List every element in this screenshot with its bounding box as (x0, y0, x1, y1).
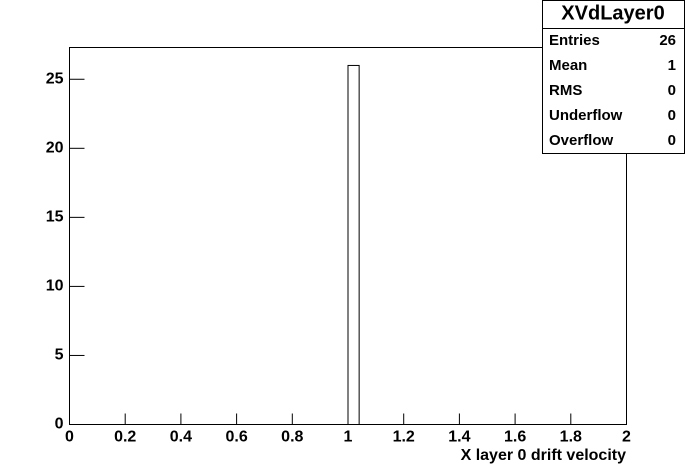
x-tick-label: 0 (65, 429, 74, 446)
bar (347, 64, 360, 425)
y-tick-label: 15 (46, 209, 64, 226)
stats-value: 1 (668, 57, 676, 74)
y-tick-label: 20 (46, 140, 64, 157)
x-tick-label: 0.2 (114, 429, 136, 446)
x-tick-label: 2 (622, 429, 631, 446)
stats-box (542, 0, 685, 154)
y-tick-label: 10 (46, 278, 64, 295)
x-tick-label: 1.4 (448, 429, 470, 446)
stats-label: RMS (549, 82, 582, 99)
stats-value: 0 (668, 107, 676, 124)
x-tick-label: 1.2 (393, 429, 415, 446)
stats-title: XVdLayer0 (561, 2, 664, 24)
stats-value: 0 (668, 132, 676, 149)
stats-value: 0 (668, 82, 676, 99)
stats-label: Overflow (549, 132, 614, 149)
stats-label: Entries (549, 32, 600, 49)
stats-value: 26 (659, 32, 676, 49)
x-tick-label: 0.8 (281, 429, 303, 446)
x-tick-label: 0.4 (170, 429, 192, 446)
stats-label: Mean (549, 57, 587, 74)
x-tick-label: 0.6 (225, 429, 247, 446)
y-tick-label: 0 (55, 416, 64, 433)
x-axis-label: X layer 0 drift velocity (461, 447, 627, 464)
x-tick-label: 1.6 (504, 429, 526, 446)
y-tick-label: 25 (46, 70, 64, 87)
stats-label: Underflow (549, 107, 623, 124)
y-tick-label: 5 (55, 347, 64, 364)
x-tick-label: 1.8 (560, 429, 582, 446)
x-tick-label: 1 (344, 429, 353, 446)
